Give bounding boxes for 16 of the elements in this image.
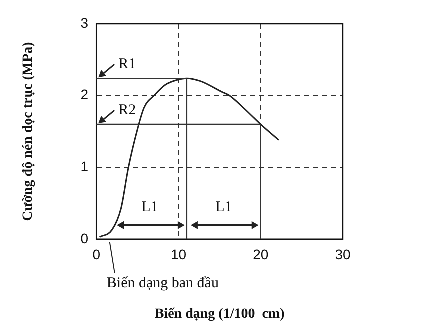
x-tick-label: 20: [253, 246, 269, 263]
ref-line-label: R2: [118, 102, 136, 118]
annotation: L1: [216, 199, 232, 216]
annotation: L1: [142, 199, 158, 216]
annotation: Biến dạng ban đầu: [106, 275, 220, 292]
x-tick-label: 0: [92, 246, 101, 263]
y-tick-label: 0: [80, 230, 89, 246]
y-tick-label: 1: [80, 158, 89, 174]
y-axis-title: Cường độ nén dọc trục (MPa): [21, 42, 36, 222]
line-series: [99, 78, 280, 238]
y-tick-label: 3: [80, 14, 89, 31]
ref-line-label: R1: [118, 56, 136, 73]
x-axis-title: Biến dạng (1/100 cm): [154, 307, 286, 322]
x-tick-label: 10: [170, 246, 187, 263]
x-tick-label: 30: [335, 246, 351, 263]
y-tick-label: 2: [80, 86, 89, 103]
